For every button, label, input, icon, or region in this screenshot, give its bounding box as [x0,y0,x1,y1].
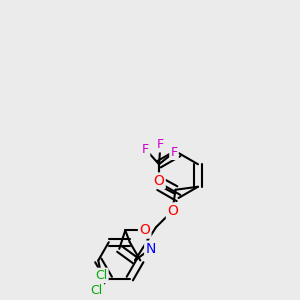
Text: Cl: Cl [95,269,107,282]
Text: F: F [142,143,149,156]
Text: O: O [139,224,150,237]
Text: F: F [157,138,164,151]
Text: O: O [167,204,178,218]
Text: Cl: Cl [91,284,103,297]
Text: F: F [170,146,178,159]
Text: N: N [146,242,156,256]
Text: O: O [154,174,164,188]
